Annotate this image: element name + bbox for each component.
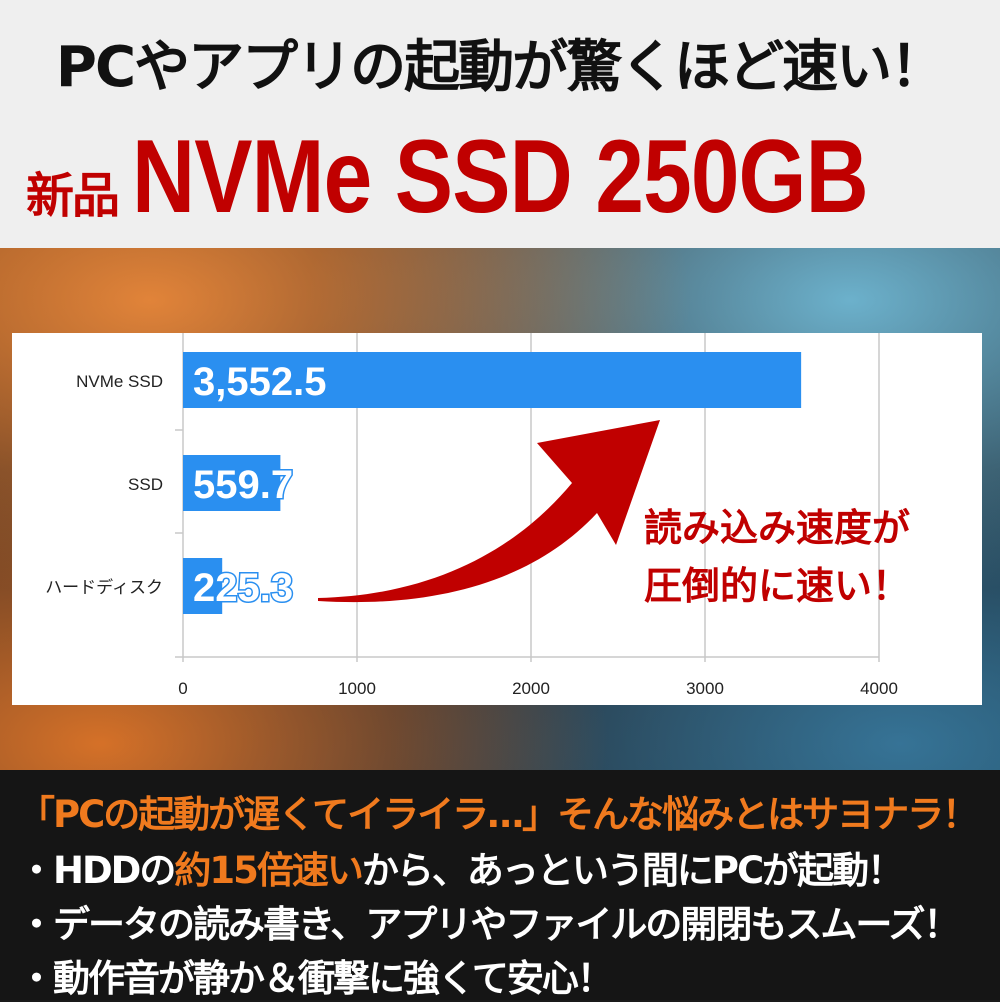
bullet-text: ・HDDの xyxy=(18,849,176,892)
product-name: NVMe SSD 250GB xyxy=(132,119,869,235)
x-tick-label: 4000 xyxy=(860,679,898,698)
bullet-highlight: 約15倍速い xyxy=(174,849,363,892)
x-tick-label: 2000 xyxy=(512,679,550,698)
annotation-line-1: 読み込み速度が xyxy=(644,506,910,550)
new-badge: 新品 xyxy=(26,168,120,224)
feature-bullet-3: ・動作音が静か＆衝撃に強くて安心！ xyxy=(18,957,614,1000)
category-label: NVMe SSD xyxy=(76,372,163,391)
feature-headline: 「PCの起動が遅くてイライラ…」そんな悩みとはサヨナラ！ xyxy=(18,793,979,836)
feature-band: 「PCの起動が遅くてイライラ…」そんな悩みとはサヨナラ！ ・HDDの約15倍速い… xyxy=(0,770,1000,1000)
x-tick-label: 3000 xyxy=(686,679,724,698)
category-label: SSD xyxy=(128,475,163,494)
annotation-line-2: 圧倒的に速い！ xyxy=(644,564,910,608)
value-label: 559.7 xyxy=(193,463,293,507)
feature-bullet-2: ・データの読み書き、アプリやファイルの開閉もスムーズ！ xyxy=(18,903,961,946)
headline: PCやアプリの起動が驚くほど速い！ xyxy=(55,35,946,100)
bullet-text: から、あっという間にPCが起動！ xyxy=(361,849,904,892)
x-tick-label: 0 xyxy=(178,679,187,698)
feature-bullet-1: ・HDDの約15倍速いから、あっという間にPCが起動！ xyxy=(18,840,904,894)
bar-1 xyxy=(183,455,281,511)
category-label: ハードディスク xyxy=(45,577,163,597)
header-band: PCやアプリの起動が驚くほど速い！ 新品 NVMe SSD 250GB xyxy=(0,0,1000,248)
red-arrow-icon xyxy=(318,420,660,603)
chart-panel: 0 1000 2000 3000 4000 NVMe SSD 3,552.5 SSD 559.7… xyxy=(12,333,982,705)
product-title: 新品 NVMe SSD 250GB xyxy=(26,118,1000,237)
value-label: 3,552.5 xyxy=(193,360,326,404)
x-tick-label: 1000 xyxy=(338,679,376,698)
value-label: 225.3 xyxy=(193,566,293,610)
bar-chart: 0 1000 2000 3000 4000 NVMe SSD 3,552.5 SSD 559.7… xyxy=(45,333,910,698)
bar-0 xyxy=(183,352,802,408)
bar-2 xyxy=(183,558,223,614)
